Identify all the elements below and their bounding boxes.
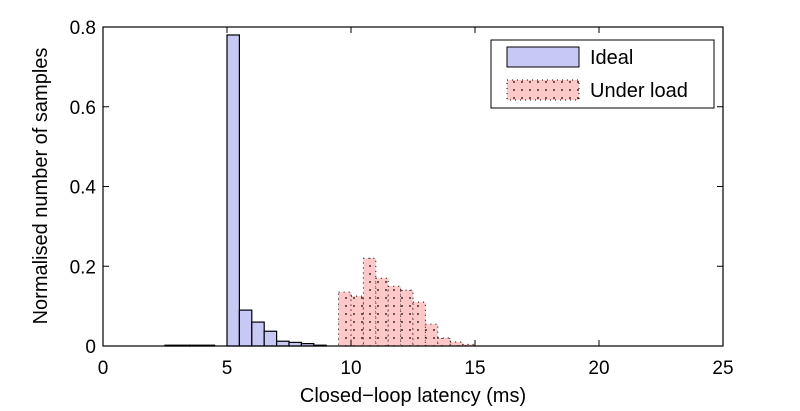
bar-dots-under-load-2	[363, 258, 376, 346]
y-axis-label: Normalised number of samples	[30, 48, 52, 325]
legend-label-under-load: Under load	[590, 80, 688, 102]
x-axis-label: Closed−loop latency (ms)	[300, 385, 526, 407]
bar-edge-under-load-6	[412, 301, 426, 347]
x-tick-label: 10	[340, 358, 361, 379]
bar-dots-under-load-4	[388, 286, 401, 346]
bar-dots-under-load-5	[400, 290, 413, 346]
bar-dots-under-load-8	[437, 338, 451, 346]
x-tick-label: 20	[588, 358, 609, 379]
legend-swatch-under-load-dots	[507, 80, 579, 100]
bar-ideal-6	[276, 340, 290, 347]
bar-ideal-4	[251, 321, 265, 347]
bar-edge-under-load-9	[449, 341, 464, 347]
bar-dots-under-load-3	[375, 278, 389, 346]
bar-dots-under-load-1	[351, 296, 364, 346]
y-tick-label: 0.2	[70, 257, 96, 278]
bar-dots-under-load-6	[413, 302, 426, 346]
x-tick-label: 0	[98, 358, 109, 379]
bar-dots-under-load-10	[462, 344, 475, 346]
ticks-layer: 0 5 10 15 20 25 0 0.2 0.4 0.6 0.8	[70, 18, 734, 379]
bars-layer	[164, 34, 476, 347]
y-tick-label: 0.8	[70, 18, 96, 39]
legend-swatch-ideal	[506, 46, 580, 68]
bar-edge-under-load-0	[338, 291, 352, 347]
bar-ideal-2	[226, 34, 240, 347]
y-tick-label: 0.4	[70, 178, 97, 199]
legend-swatch-under-load-edge	[506, 79, 580, 101]
bar-dots-under-load-0	[338, 292, 351, 346]
bar-ideal-5	[263, 330, 278, 347]
legend-label-ideal: Ideal	[590, 47, 633, 69]
x-tick-label: 15	[464, 358, 485, 379]
bar-dots-under-load-9	[450, 342, 463, 346]
bar-ideal-3	[238, 309, 253, 347]
x-tick-label: 5	[222, 358, 233, 379]
y-tick-label: 0.6	[70, 98, 96, 119]
x-tick-label: 25	[712, 358, 733, 379]
legend: Ideal Under load	[490, 39, 715, 109]
bar-dots-under-load-7	[425, 324, 438, 346]
y-tick-label: 0	[85, 337, 96, 358]
